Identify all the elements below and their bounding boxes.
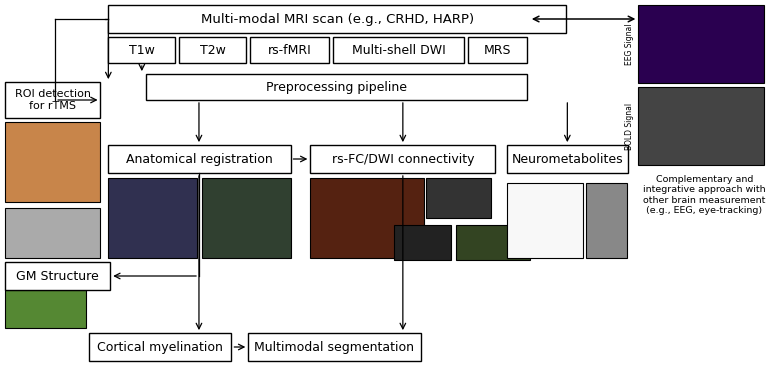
Bar <box>249 333 421 361</box>
Bar <box>456 225 530 260</box>
Bar <box>5 122 100 202</box>
Bar <box>638 87 764 165</box>
Bar <box>5 208 100 258</box>
Bar <box>108 145 291 173</box>
Bar <box>468 37 527 63</box>
Bar <box>394 225 451 260</box>
Text: EEG Signal: EEG Signal <box>626 23 634 65</box>
Bar <box>250 37 329 63</box>
Text: T2w: T2w <box>200 43 226 56</box>
Bar <box>179 37 246 63</box>
Text: Multi-modal MRI scan (e.g., CRHD, HARP): Multi-modal MRI scan (e.g., CRHD, HARP) <box>201 12 474 25</box>
Text: Anatomical registration: Anatomical registration <box>126 153 273 166</box>
Text: Multimodal segmentation: Multimodal segmentation <box>255 340 414 353</box>
Bar <box>333 37 464 63</box>
Text: GM Structure: GM Structure <box>16 270 99 282</box>
Text: BOLD Signal: BOLD Signal <box>626 102 634 150</box>
Bar <box>108 5 566 33</box>
Bar <box>638 5 764 83</box>
Bar <box>5 262 111 290</box>
Bar <box>586 183 627 258</box>
Bar <box>108 37 175 63</box>
Text: Cortical myelination: Cortical myelination <box>97 340 223 353</box>
Bar <box>507 145 629 173</box>
Text: rs-fMRI: rs-fMRI <box>268 43 312 56</box>
Text: Multi-shell DWI: Multi-shell DWI <box>351 43 446 56</box>
Bar <box>202 178 291 258</box>
Text: Complementary and
integrative approach with
other brain measurement
(e.g., EEG, : Complementary and integrative approach w… <box>643 175 766 215</box>
Text: T1w: T1w <box>129 43 155 56</box>
Bar <box>5 82 100 118</box>
Text: MRS: MRS <box>484 43 511 56</box>
Bar <box>5 290 86 328</box>
Bar <box>310 178 424 258</box>
Bar <box>108 178 197 258</box>
Text: rs-FC/DWI connectivity: rs-FC/DWI connectivity <box>332 153 474 166</box>
Bar <box>146 74 527 100</box>
Text: Neurometabolites: Neurometabolites <box>512 153 624 166</box>
Bar <box>426 178 491 218</box>
Bar <box>89 333 231 361</box>
Text: ROI detection
for rTMS: ROI detection for rTMS <box>15 89 90 111</box>
Bar <box>310 145 495 173</box>
Text: Preprocessing pipeline: Preprocessing pipeline <box>266 80 407 94</box>
Bar <box>507 183 583 258</box>
